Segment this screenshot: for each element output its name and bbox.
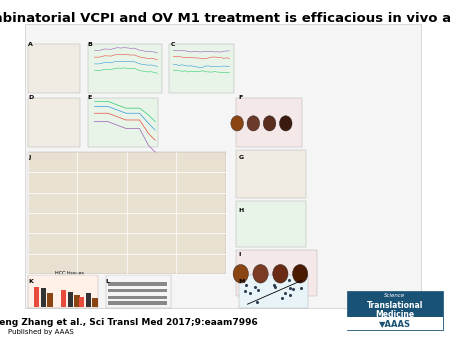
- FancyBboxPatch shape: [28, 275, 98, 308]
- FancyBboxPatch shape: [28, 98, 80, 147]
- Bar: [40, 288, 46, 307]
- Text: F: F: [238, 95, 243, 100]
- Point: [297, 285, 305, 291]
- Point: [243, 283, 250, 288]
- Bar: [108, 282, 166, 286]
- Point: [272, 285, 279, 290]
- Bar: [108, 301, 166, 305]
- Bar: [108, 289, 166, 292]
- Ellipse shape: [233, 264, 248, 283]
- FancyBboxPatch shape: [88, 44, 162, 93]
- Text: M: M: [238, 279, 245, 284]
- Point: [286, 292, 293, 298]
- Ellipse shape: [292, 264, 308, 283]
- FancyBboxPatch shape: [25, 24, 421, 308]
- Bar: [68, 292, 73, 307]
- Ellipse shape: [247, 116, 260, 131]
- Bar: [86, 293, 91, 307]
- Text: E: E: [88, 95, 92, 100]
- Bar: [47, 293, 53, 307]
- Bar: [108, 296, 166, 299]
- Text: L: L: [106, 279, 110, 284]
- Bar: [61, 290, 66, 307]
- FancyBboxPatch shape: [236, 150, 306, 198]
- Point: [289, 286, 297, 291]
- Point: [285, 277, 292, 282]
- Text: H: H: [238, 208, 244, 213]
- Bar: [92, 298, 98, 307]
- Ellipse shape: [273, 264, 288, 283]
- FancyBboxPatch shape: [238, 275, 308, 308]
- Bar: [79, 297, 84, 307]
- FancyBboxPatch shape: [236, 201, 306, 247]
- Point: [242, 288, 249, 294]
- Text: HCC tissues: HCC tissues: [55, 271, 84, 276]
- Text: Science: Science: [384, 293, 405, 298]
- FancyBboxPatch shape: [346, 291, 443, 330]
- FancyBboxPatch shape: [28, 152, 226, 274]
- Bar: [74, 295, 80, 307]
- Ellipse shape: [263, 116, 276, 131]
- Text: Published by AAAS: Published by AAAS: [8, 329, 74, 335]
- FancyBboxPatch shape: [88, 98, 158, 147]
- FancyBboxPatch shape: [28, 44, 80, 93]
- Point: [287, 286, 294, 291]
- Ellipse shape: [279, 116, 292, 131]
- Text: I: I: [238, 252, 241, 257]
- Text: D: D: [28, 95, 33, 100]
- Text: C: C: [171, 42, 176, 47]
- FancyBboxPatch shape: [236, 250, 317, 296]
- Text: Fig. 6. Combinatorial VCPI and OV M1 treatment is efficacious in vivo and ex viv: Fig. 6. Combinatorial VCPI and OV M1 tre…: [0, 12, 450, 25]
- Point: [282, 291, 289, 296]
- Ellipse shape: [253, 264, 268, 283]
- FancyBboxPatch shape: [236, 98, 302, 147]
- Bar: [34, 287, 39, 307]
- Text: Haipeng Zhang et al., Sci Transl Med 2017;9:eaam7996: Haipeng Zhang et al., Sci Transl Med 201…: [0, 318, 258, 327]
- Point: [252, 284, 259, 289]
- Ellipse shape: [231, 116, 243, 131]
- Text: A: A: [28, 42, 33, 47]
- Text: Medicine: Medicine: [375, 310, 414, 319]
- FancyBboxPatch shape: [346, 317, 443, 330]
- Point: [271, 283, 278, 288]
- Point: [253, 299, 261, 305]
- Text: B: B: [88, 42, 93, 47]
- FancyBboxPatch shape: [106, 275, 171, 308]
- Point: [247, 290, 254, 296]
- FancyBboxPatch shape: [169, 44, 234, 93]
- Point: [255, 288, 262, 293]
- Text: J: J: [28, 155, 30, 161]
- Point: [279, 295, 286, 300]
- Text: Translational: Translational: [367, 301, 423, 311]
- Text: G: G: [238, 155, 243, 161]
- Text: ▼AAAS: ▼AAAS: [379, 319, 411, 328]
- Text: K: K: [28, 279, 33, 284]
